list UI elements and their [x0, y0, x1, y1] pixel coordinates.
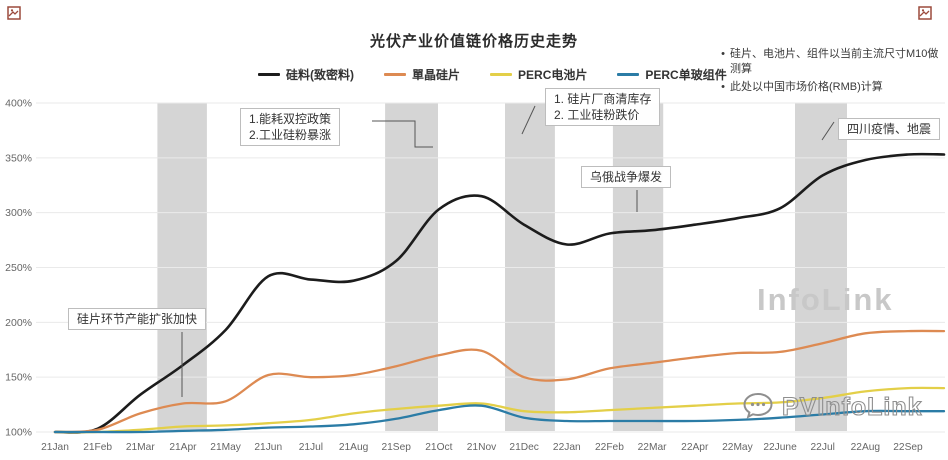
y-axis-tick: 250%	[5, 262, 32, 274]
x-axis-tick: 21Apr	[169, 442, 197, 453]
pvinfolink-logo: PVInfoLink	[742, 391, 923, 423]
series-line	[53, 404, 946, 434]
y-axis-tick: 150%	[5, 372, 32, 384]
bullet-icon: •	[721, 48, 725, 60]
legend-item-cell: PERC电池片	[490, 66, 587, 83]
leader-inventory-clear	[521, 105, 536, 135]
infolink-watermark: InfoLink	[757, 282, 894, 317]
leader-dual-control	[372, 120, 433, 148]
bullet-icon: •	[721, 81, 725, 93]
chat-bubble-icon	[743, 392, 773, 419]
legend-swatch-cell	[490, 73, 513, 76]
x-axis-tick: 21Nov	[467, 442, 497, 453]
y-axis-tick: 350%	[5, 152, 32, 164]
annotation-wafer-expansion: 硅片环节产能扩张加快	[68, 308, 207, 330]
legend: 硅料(致密料) 單晶硅片 PERC电池片 PERC单玻组件	[258, 66, 727, 83]
x-axis-tick: 21Aug	[339, 442, 369, 453]
x-axis-tick: 21Jan	[41, 442, 69, 453]
x-axis-tick: 21Dec	[509, 442, 538, 453]
broken-image-icon	[918, 6, 932, 20]
logo-text: PVInfoLink	[781, 392, 923, 421]
footnote-item: • 此处以中国市场价格(RMB)计算	[716, 80, 942, 95]
footnotes: • 硅片、电池片、组件以当前主流尺寸M10做测算 • 此处以中国市场价格(RMB…	[716, 47, 942, 98]
annotation-ukraine-war: 乌俄战争爆发	[581, 166, 672, 188]
leader-sichuan	[821, 121, 835, 141]
legend-item-module: PERC单玻组件	[617, 66, 727, 83]
x-axis-tick: 22Jul	[811, 442, 835, 453]
y-axis-tick: 400%	[5, 98, 32, 110]
x-axis-tick: 21Oct	[425, 442, 452, 453]
x-axis-tick: 22June	[763, 442, 797, 453]
annotation-inventory-clear: 1. 硅片厂商清库存 2. 工业硅粉跌价	[545, 88, 661, 126]
legend-swatch-silicon	[258, 73, 280, 76]
x-axis-tick: 22Sep	[893, 442, 923, 453]
series-line	[53, 386, 946, 434]
broken-image-icon	[7, 6, 21, 20]
legend-swatch-module	[617, 73, 640, 76]
x-axis-tick: 21Jul	[299, 442, 323, 453]
page-title: 光伏产业价值链价格历史走势	[369, 33, 578, 50]
x-axis-tick: 21May	[210, 442, 241, 453]
x-axis-tick: 22May	[722, 442, 753, 453]
x-axis-tick: 22Apr	[681, 442, 709, 453]
y-axis-tick: 100%	[5, 427, 32, 439]
x-axis-tick: 21Sep	[381, 442, 411, 453]
series-line	[53, 152, 946, 434]
x-axis-tick: 21Mar	[126, 442, 155, 453]
legend-item-wafer: 單晶硅片	[384, 66, 460, 83]
x-axis-tick: 22Jan	[553, 442, 581, 453]
annotation-dual-control: 1.能耗双控政策 2.工业硅粉暴涨	[240, 108, 341, 146]
x-axis-tick: 22Feb	[595, 442, 624, 453]
annotation-sichuan: 四川疫情、地震	[838, 118, 941, 140]
x-axis-tick: 21Jun	[254, 442, 282, 453]
legend-swatch-wafer	[384, 73, 406, 76]
y-axis-tick: 200%	[5, 317, 32, 329]
footnote-item: • 硅片、电池片、组件以当前主流尺寸M10做测算	[716, 47, 942, 77]
x-axis-tick: 22Mar	[638, 442, 667, 453]
legend-item-silicon: 硅料(致密料)	[258, 66, 354, 83]
y-axis-tick: 300%	[5, 207, 32, 219]
x-axis-tick: 21Feb	[83, 442, 112, 453]
x-axis-tick: 22Aug	[851, 442, 881, 453]
series-line	[53, 329, 946, 434]
